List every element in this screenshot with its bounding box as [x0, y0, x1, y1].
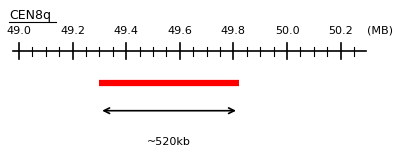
Text: ~520kb: ~520kb — [147, 137, 191, 147]
Text: 50.2: 50.2 — [328, 26, 353, 35]
Text: 50.0: 50.0 — [275, 26, 299, 35]
Text: 49.8: 49.8 — [221, 26, 246, 35]
Text: 49.2: 49.2 — [60, 26, 85, 35]
Text: 49.0: 49.0 — [6, 26, 31, 35]
Text: 49.4: 49.4 — [114, 26, 139, 35]
Text: 49.6: 49.6 — [167, 26, 192, 35]
Text: (MB): (MB) — [368, 26, 394, 35]
Text: CEN8q: CEN8q — [9, 9, 51, 22]
